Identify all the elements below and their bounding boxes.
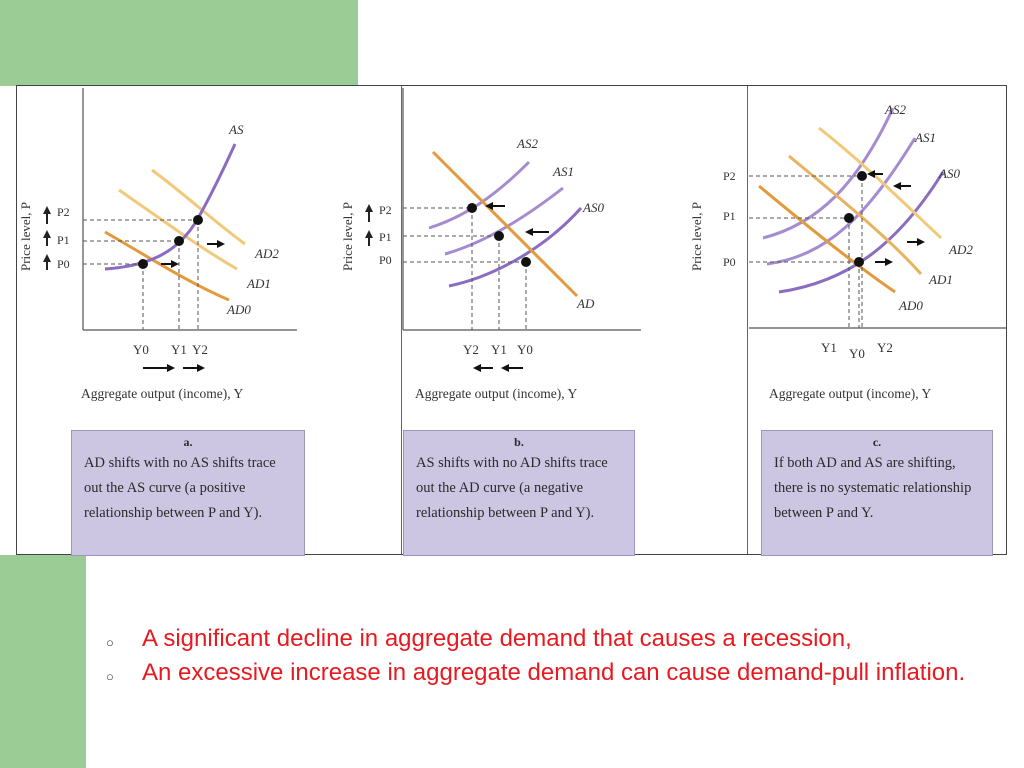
panel-c-output-label-y0: Y0 [849, 346, 865, 361]
diagram-figure: Price level, P P2 P1 P0 AS AD2 AD [16, 85, 1007, 556]
panel-c-curve-label-ad2: AD2 [948, 242, 973, 257]
panel-b-output-arrows [473, 364, 523, 372]
panel-a-equilibrium-points [138, 215, 203, 269]
panel-c-shift-arrows [867, 170, 925, 266]
panel-c-curve-label-as0: AS0 [938, 166, 960, 181]
caption-a-text: AD shifts with no AS shifts trace out th… [84, 455, 276, 521]
bullet-circle-icon: ○ [106, 669, 114, 684]
bullet-circle-icon: ○ [106, 635, 114, 650]
panel-a-guides [83, 219, 199, 330]
panel-c-ylabel: Price level, P [689, 202, 704, 271]
panel-b-equilibrium-points [467, 203, 531, 267]
panel-divider-2 [747, 86, 748, 554]
panel-a-output-label-y0: Y0 [133, 342, 149, 357]
panel-b-price-arrows [365, 204, 373, 246]
panel-c-equilibrium-points [844, 171, 867, 267]
panel-b-curve-label-as0: AS0 [582, 200, 604, 215]
panel-b-curve-as0 [448, 206, 583, 288]
panel-a-curve-ad2 [151, 168, 246, 246]
panel-a-curve-ad0 [104, 230, 230, 302]
bullet-item: ○ A significant decline in aggregate dem… [106, 626, 966, 652]
panel-a-xlabel: Aggregate output (income), Y [81, 386, 243, 401]
panel-c-curve-label-as2: AS2 [884, 102, 906, 117]
panel-b-guides [403, 207, 527, 330]
panel-c-curve-as2 [762, 107, 895, 240]
panel-b-xlabel: Aggregate output (income), Y [415, 386, 577, 401]
panel-c-output-label-y1: Y1 [821, 340, 837, 355]
panel-c-xlabel: Aggregate output (income), Y [769, 386, 931, 401]
bullet-text: An excessive increase in aggregate deman… [142, 659, 966, 686]
panel-a-curve-label-as: AS [228, 122, 244, 137]
caption-b-letter: b. [514, 435, 524, 449]
panel-b-curve-label-as2: AS2 [516, 136, 538, 151]
caption-c-letter: c. [872, 435, 882, 449]
panel-c-curve-as1 [766, 137, 917, 266]
panel-a-output-label-y2: Y2 [192, 342, 208, 357]
panel-c-price-label-p2: P2 [723, 169, 736, 183]
panel-c-curve-label-as1: AS1 [914, 130, 936, 145]
panel-c-price-label-p0: P0 [723, 255, 736, 269]
panel-a-price-arrows [43, 206, 51, 270]
panel-a-price-label-p1: P1 [57, 233, 70, 247]
panel-b-price-label-p0: P0 [379, 253, 392, 267]
panel-a-output-arrows [143, 364, 205, 372]
panel-c-curve-label-ad0: AD0 [898, 298, 923, 313]
panel-c-output-label-y2: Y2 [877, 340, 893, 355]
decorative-green-strip [0, 555, 86, 768]
panel-c-curve-ad1 [788, 154, 923, 276]
bullet-list: ○ A significant decline in aggregate dem… [106, 626, 966, 694]
panel-c-curve-as0 [778, 171, 945, 294]
panel-a-curve-label-ad0: AD0 [226, 302, 251, 317]
decorative-green-block [0, 0, 358, 86]
panel-c-guides [749, 175, 863, 328]
caption-panel-c: c. If both AD and AS are shifting, there… [761, 430, 993, 556]
bullet-text: A significant decline in aggregate deman… [142, 625, 852, 652]
panel-b-curve-label-ad: AD [576, 296, 595, 311]
panel-b-price-label-p1: P1 [379, 230, 392, 244]
panel-b-output-label-y1: Y1 [491, 342, 507, 357]
panel-c-diagram: Price level, P P2 P1 P0 AS2 AS1 AS0 AD2 … [689, 102, 1007, 401]
caption-panel-b: b. AS shifts with no AD shifts trace out… [403, 430, 635, 556]
panel-c-curve-label-ad1: AD1 [928, 272, 953, 287]
panel-b-diagram: Price level, P P2 P1 P0 AS2 AS1 AS0 AD Y… [340, 88, 641, 401]
panel-a-curve-label-ad2: AD2 [254, 246, 279, 261]
caption-panel-a: a. AD shifts with no AS shifts trace out… [71, 430, 305, 556]
panel-b-ylabel: Price level, P [340, 202, 355, 271]
caption-c-text: If both AD and AS are shifting, there is… [774, 455, 972, 521]
panel-b-output-label-y0: Y0 [517, 342, 533, 357]
panel-a-shift-arrows [161, 240, 225, 268]
panel-a-ylabel: Price level, P [18, 202, 33, 271]
panel-b-price-label-p2: P2 [379, 203, 392, 217]
panel-divider-1 [401, 86, 402, 554]
panel-b-curve-ad [431, 150, 579, 298]
panel-b-output-label-y2: Y2 [463, 342, 479, 357]
panel-a-curve-label-ad1: AD1 [246, 276, 271, 291]
panel-b-curve-label-as1: AS1 [552, 164, 574, 179]
panel-c-curve-ad0 [758, 184, 896, 294]
panel-c-curve-ad2 [818, 126, 943, 240]
caption-a-letter: a. [183, 435, 193, 449]
panel-b-shift-arrows [485, 202, 549, 236]
panel-a-output-label-y1: Y1 [171, 342, 187, 357]
panel-a-price-label-p0: P0 [57, 257, 70, 271]
panel-b-curve-as2 [428, 160, 531, 230]
panel-a-price-label-p2: P2 [57, 205, 70, 219]
panel-a-curve-ad1 [118, 188, 238, 271]
panel-c-price-label-p1: P1 [723, 209, 736, 223]
caption-b-text: AS shifts with no AD shifts trace out th… [416, 455, 608, 521]
panel-a-diagram: Price level, P P2 P1 P0 AS AD2 AD [18, 88, 297, 401]
bullet-item: ○ An excessive increase in aggregate dem… [106, 660, 966, 686]
